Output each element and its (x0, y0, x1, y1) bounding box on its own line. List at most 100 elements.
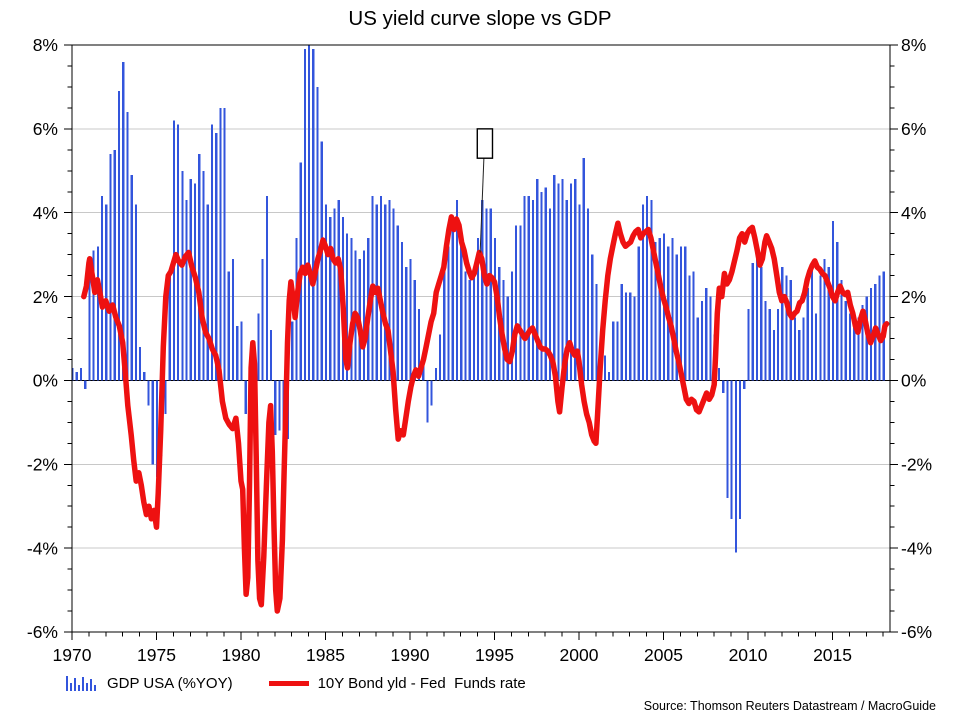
gdp-bar (147, 380, 150, 406)
gdp-bar (396, 225, 399, 381)
gdp-bar (472, 271, 475, 381)
gdp-bar (616, 321, 619, 381)
gdp-bar (793, 317, 797, 381)
source-note: Source: Thomson Reuters Datastream / Mac… (643, 699, 936, 713)
gdp-bar (523, 195, 526, 381)
x-axis-label: 2005 (644, 645, 683, 665)
gdp-bar (447, 246, 450, 381)
gdp-bar (426, 380, 429, 423)
gdp-bar (557, 183, 560, 381)
gdp-bar (333, 208, 336, 381)
y-axis-label-right: 4% (901, 203, 926, 223)
gdp-bar (565, 200, 568, 381)
gdp-bar (738, 380, 742, 519)
gdp-bar (734, 380, 737, 553)
gdp-bar (122, 61, 125, 381)
gdp-bar (202, 170, 205, 381)
gdp-bar (405, 267, 408, 381)
gdp-bar (781, 267, 784, 381)
gdp-bar (185, 200, 188, 381)
gdp-bar (84, 380, 87, 389)
y-axis-label-left: 8% (33, 35, 58, 55)
gdp-bar (227, 271, 230, 381)
gdp-bar (861, 304, 864, 381)
gdp-bar (130, 174, 133, 381)
gdp-bar (113, 149, 116, 381)
gdp-bar (671, 237, 674, 381)
gdp-bar (434, 367, 437, 381)
gdp-bar (760, 267, 763, 381)
gdp-bar (346, 233, 349, 381)
gdp-bar (633, 296, 636, 381)
gdp-bar (417, 309, 421, 381)
gdp-bar (743, 380, 746, 389)
y-axis-label-left: 6% (33, 119, 58, 139)
gdp-bar (443, 258, 446, 381)
gdp-bar (392, 208, 395, 381)
gdp-bar (269, 330, 273, 381)
gdp-bar (777, 309, 780, 381)
gdp-bar (96, 246, 99, 381)
gdp-bar (629, 292, 632, 381)
gdp-bar (726, 380, 729, 498)
gdp-bar (553, 174, 556, 381)
gdp-bar (388, 200, 391, 381)
chart-title: US yield curve slope vs GDP (348, 7, 612, 30)
gdp-bar (819, 275, 822, 381)
gdp-bar (815, 313, 818, 381)
gdp-bar (696, 317, 699, 381)
legend-label-gdp: GDP USA (%YOY) (107, 674, 233, 692)
gdp-bar (836, 242, 839, 381)
gdp-bar (481, 200, 484, 381)
gdp-bars-icon (66, 676, 96, 691)
gdp-bar (730, 380, 733, 519)
gdp-bar (603, 355, 606, 381)
gdp-bar (705, 288, 708, 381)
x-axis-label: 1970 (53, 645, 92, 665)
gdp-bar (438, 334, 442, 381)
gdp-bar (853, 325, 856, 381)
gdp-bar (561, 179, 564, 381)
x-axis-label: 1990 (391, 645, 430, 665)
gdp-bar (409, 258, 412, 381)
gdp-bar (493, 237, 497, 381)
y-axis-label-right: 6% (901, 119, 926, 139)
gdp-bar (646, 195, 649, 381)
gdp-bar (329, 216, 332, 381)
gdp-bar (654, 242, 657, 381)
gdp-bar (265, 195, 268, 381)
gdp-bar (240, 321, 243, 381)
y-axis-label-left: 4% (33, 203, 58, 223)
gdp-bar (802, 317, 805, 381)
gdp-bar (612, 321, 615, 381)
gdp-bar (637, 246, 640, 381)
gdp-bar (117, 91, 121, 381)
x-axis-label: 1975 (137, 645, 176, 665)
gdp-bar (308, 45, 311, 381)
gdp-bar (92, 250, 95, 381)
gdp-bar (578, 204, 581, 381)
annotation-box (476, 128, 494, 159)
gdp-bar (586, 208, 590, 381)
gdp-bar (772, 330, 775, 381)
gdp-bar (460, 237, 463, 381)
gdp-bar (810, 267, 814, 381)
slope-line (81, 214, 890, 614)
x-axis-label: 2010 (729, 645, 768, 665)
x-axis-label: 2000 (560, 645, 599, 665)
gdp-bar (430, 380, 433, 406)
y-axis-label-left: 0% (33, 371, 58, 391)
gdp-bar (519, 225, 522, 381)
gdp-bar (798, 330, 801, 381)
gdp-bar (291, 321, 294, 381)
gdp-bar (823, 258, 826, 381)
gdp-bar (515, 225, 518, 381)
y-axis-label-left: -2% (27, 454, 58, 474)
gdp-bar (350, 237, 353, 381)
y-axis-label-left: 2% (33, 287, 58, 307)
gdp-bar (231, 258, 235, 381)
gdp-bar (789, 279, 792, 381)
gdp-bar (569, 183, 573, 381)
gdp-bar (261, 258, 264, 381)
